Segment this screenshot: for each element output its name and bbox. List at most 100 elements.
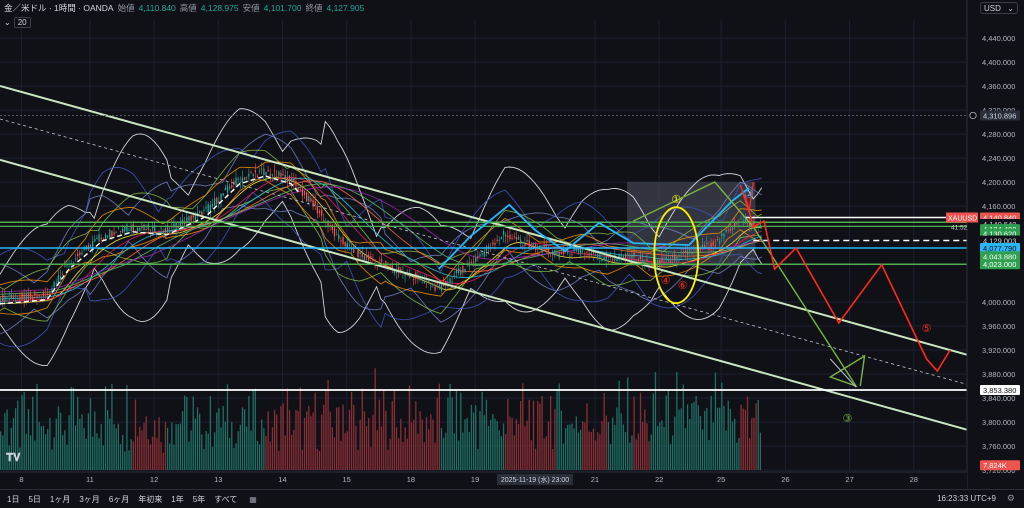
- cyan-zigzag-drawing: [438, 187, 750, 270]
- volume-bar: [517, 423, 520, 470]
- volume-bar: [342, 404, 344, 470]
- volume-bar: [218, 408, 220, 470]
- candle-body: [622, 255, 625, 258]
- timeframe-button[interactable]: 1ヶ月: [49, 494, 71, 504]
- candle-body: [12, 296, 15, 298]
- timeframe-button[interactable]: 年初来: [138, 494, 163, 504]
- candle-body: [94, 239, 96, 242]
- volume-bar: [115, 428, 117, 470]
- candle-body: [556, 253, 558, 255]
- tradingview-logo-icon[interactable]: 𝐓𝐕: [6, 452, 21, 464]
- candle-body: [654, 259, 657, 266]
- volume-bar: [515, 419, 518, 470]
- projection-arrow: [829, 358, 857, 388]
- candle-body: [166, 225, 169, 233]
- clock-readout[interactable]: 16:23:33 UTC+9: [937, 494, 996, 503]
- band-lower: [0, 200, 763, 367]
- candle-body: [192, 215, 194, 218]
- moving-average-line: [0, 177, 762, 300]
- volume-bar: [235, 443, 237, 470]
- currency-selector[interactable]: USD ⌄: [980, 2, 1018, 14]
- volume-bar: [475, 405, 477, 470]
- timeframe-button[interactable]: 5年: [192, 494, 206, 504]
- candle-body: [98, 234, 100, 242]
- volume-bar: [374, 368, 376, 470]
- volume-bar: [331, 427, 333, 470]
- candle-body: [627, 254, 629, 256]
- volume-bar: [209, 396, 212, 470]
- volume-bar: [0, 431, 2, 470]
- candle-body: [451, 281, 453, 283]
- volume-bar: [36, 384, 38, 470]
- candle-body: [442, 283, 445, 287]
- volume-bar: [639, 392, 642, 470]
- price-label: 4,310.896: [983, 111, 1016, 120]
- candle-body: [184, 222, 186, 224]
- annotation-label: ⑤: [922, 322, 932, 335]
- band-upper: [0, 108, 763, 275]
- volume-bar: [256, 440, 259, 470]
- volume-bar: [265, 436, 267, 470]
- volume-bar: [541, 395, 543, 470]
- timeframe-button[interactable]: 1年: [171, 494, 184, 504]
- candle-body: [667, 259, 669, 261]
- candle-body: [511, 237, 513, 239]
- chevron-down-icon[interactable]: ⌄: [4, 18, 11, 27]
- volume-bar: [575, 416, 577, 470]
- volume-bar: [556, 389, 558, 470]
- candle-body: [323, 220, 325, 222]
- candle-body: [301, 188, 304, 196]
- annotation-label: ④: [661, 274, 671, 287]
- indicator-period[interactable]: 20: [13, 17, 31, 28]
- candle-body: [96, 237, 98, 239]
- volume-bar: [507, 398, 509, 470]
- timeframe-button[interactable]: すべて: [214, 494, 238, 504]
- candle-body: [335, 233, 338, 235]
- candle-body: [19, 297, 21, 300]
- volume-bar: [10, 427, 12, 470]
- timeframe-button[interactable]: 3ヶ月: [79, 494, 100, 504]
- candle-body: [186, 217, 188, 223]
- candle-body: [74, 258, 77, 260]
- y-tick-label: 3,720.000: [982, 466, 1015, 475]
- candle-body: [340, 240, 342, 242]
- volume-bar: [383, 389, 385, 470]
- annotation-label: ①: [671, 193, 681, 206]
- candle-body: [276, 176, 278, 178]
- calendar-icon[interactable]: ▦: [249, 494, 257, 504]
- candle-body: [599, 254, 601, 259]
- candle-body: [162, 231, 164, 233]
- candle-body: [464, 268, 466, 272]
- candle-body: [59, 276, 62, 280]
- indicator-legend[interactable]: ⌄ 20: [4, 17, 31, 28]
- timeframe-button[interactable]: 1日: [7, 494, 20, 504]
- candle-body: [66, 265, 68, 267]
- volume-bar: [169, 443, 171, 470]
- volume-bar: [173, 444, 175, 470]
- volume-bar: [62, 435, 64, 470]
- timeframe-button[interactable]: 6ヶ月: [108, 494, 130, 504]
- volume-bar: [457, 440, 460, 470]
- volume-bar: [631, 435, 633, 470]
- volume-bar: [436, 397, 438, 470]
- price-label-box: [980, 259, 1020, 270]
- volume-bar: [23, 392, 25, 470]
- volume-bar: [406, 438, 408, 470]
- x-tick-label: 12: [150, 475, 158, 484]
- candle-body: [164, 228, 167, 233]
- volume-bar: [34, 440, 36, 470]
- volume-bar: [350, 391, 353, 470]
- candle-body: [316, 206, 319, 214]
- symbol-title[interactable]: 金／米ドル · 1時間 · OANDA: [4, 3, 114, 13]
- candle-body: [457, 268, 460, 274]
- candle-body: [637, 260, 640, 262]
- volume-bar: [267, 411, 269, 470]
- settings-icon[interactable]: ⚙: [1006, 493, 1015, 503]
- volume-bar: [419, 411, 421, 470]
- timeframe-button[interactable]: 5日: [28, 494, 41, 504]
- candle-body: [348, 244, 351, 246]
- volume-bar: [380, 426, 383, 470]
- volume-bar: [239, 424, 241, 470]
- candle-body: [331, 224, 333, 231]
